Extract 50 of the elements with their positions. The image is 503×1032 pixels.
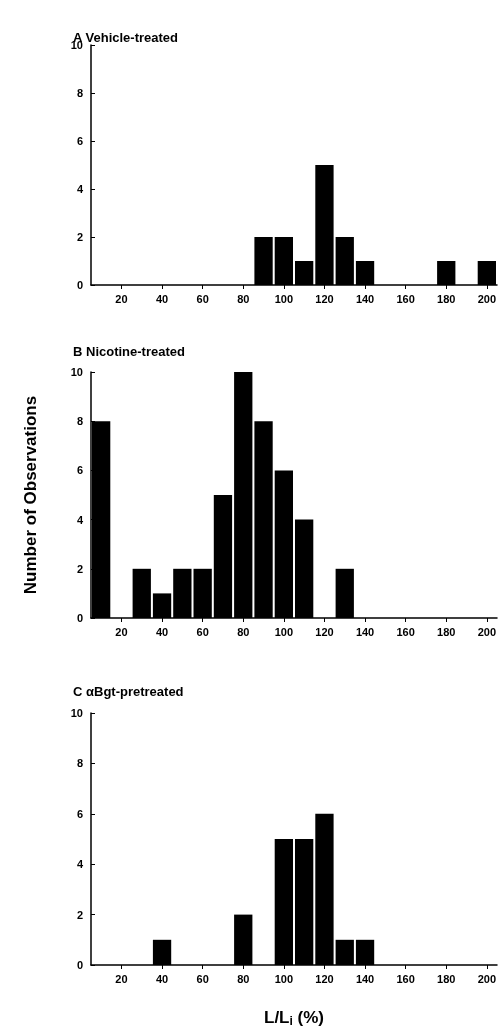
y-tick-label: 8 — [76, 757, 83, 770]
y-tick-label: 6 — [76, 135, 83, 147]
y-tick-label: 6 — [76, 464, 83, 477]
y-tick-label: 8 — [76, 415, 83, 428]
x-tick-label: 20 — [115, 625, 128, 638]
x-tick-label: 160 — [396, 972, 415, 985]
x-tick-label: 180 — [437, 292, 456, 305]
x-tick-label: 60 — [196, 625, 209, 638]
x-tick-label: 120 — [315, 625, 334, 638]
y-tick-label: 10 — [70, 707, 83, 719]
x-tick-label: 20 — [115, 292, 128, 305]
x-tick-label: 60 — [196, 972, 209, 985]
x-tick-label: 40 — [155, 625, 169, 638]
y-tick-label: 2 — [76, 908, 83, 921]
x-tick-label: 140 — [355, 292, 375, 305]
y-tick-label: 4 — [76, 183, 84, 195]
y-tick-label: 2 — [76, 562, 83, 575]
x-tick-label: 120 — [315, 972, 334, 985]
y-tick-label: 4 — [76, 858, 84, 871]
y-tick-label: 0 — [76, 279, 83, 291]
x-tick-label: 200 — [477, 625, 497, 638]
x-tick-label: 80 — [237, 972, 250, 985]
y-tick-label: 10 — [70, 366, 83, 378]
chart-title: C αBgt-pretreated — [73, 684, 184, 699]
x-tick-label: 100 — [274, 292, 294, 305]
x-tick-label: 140 — [355, 972, 375, 985]
x-tick-label: 120 — [315, 292, 334, 305]
y-tick-label: 0 — [76, 959, 83, 971]
x-tick-label: 40 — [155, 292, 169, 305]
x-tick-label: 140 — [355, 625, 375, 638]
x-tick-label: 100 — [274, 972, 294, 985]
x-tick-label: 180 — [437, 625, 456, 638]
x-tick-label: 160 — [396, 625, 415, 638]
x-tick-label: 80 — [237, 625, 250, 638]
x-tick-label: 180 — [437, 972, 456, 985]
y-tick-label: 0 — [76, 612, 83, 624]
y-axis-title: Number of Observations — [21, 395, 40, 595]
chart-title: B Nicotine-treated — [73, 344, 186, 359]
x-tick-label: 60 — [196, 292, 209, 305]
x-tick-label: 100 — [274, 625, 294, 638]
x-tick-label: 40 — [155, 972, 169, 985]
y-tick-label: 8 — [76, 87, 83, 99]
x-tick-label: 80 — [237, 292, 250, 305]
y-tick-label: 2 — [76, 231, 83, 243]
y-tick-label: 4 — [76, 513, 84, 526]
x-tick-label: 200 — [477, 292, 497, 305]
x-tick-label: 20 — [115, 972, 128, 985]
x-tick-label: 200 — [477, 972, 497, 985]
x-tick-label: 160 — [396, 292, 415, 305]
y-tick-label: 6 — [76, 807, 83, 820]
